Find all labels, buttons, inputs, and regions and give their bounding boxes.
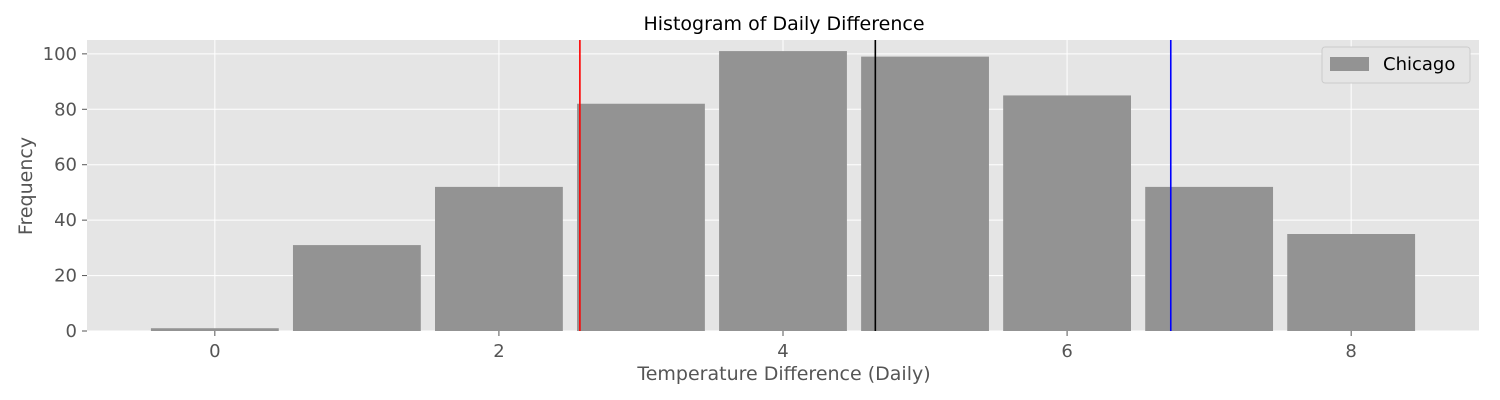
y-axis-ticks: 0 20 40 60 80 100 [43, 44, 87, 342]
x-tick-label: 8 [1345, 341, 1356, 362]
legend-box [1321, 46, 1471, 84]
bar [861, 56, 989, 331]
x-axis-ticks: 0 2 4 6 8 [209, 331, 1357, 362]
bar [1145, 186, 1274, 331]
y-tick-label: 80 [54, 99, 77, 120]
bar [292, 245, 421, 331]
y-tick-label: 100 [43, 44, 77, 65]
legend-label-chicago: Chicago [1383, 54, 1455, 75]
bar [435, 186, 563, 331]
bar [1287, 234, 1416, 331]
y-tick-label: 40 [54, 210, 77, 231]
x-axis-label: Temperature Difference (Daily) [636, 363, 930, 385]
chart-title: Histogram of Daily Difference [643, 13, 924, 35]
bar [1003, 95, 1131, 331]
bars [150, 51, 1416, 331]
x-tick-label: 0 [209, 341, 220, 362]
y-axis-label: Frequency [15, 137, 37, 235]
bar [150, 328, 279, 331]
legend: Chicago [1321, 46, 1471, 84]
y-tick-label: 60 [54, 155, 77, 176]
reference-lines [579, 40, 1172, 331]
x-tick-label: 6 [1061, 341, 1072, 362]
bar [719, 51, 847, 331]
legend-swatch [1330, 57, 1369, 71]
y-tick-label: 20 [54, 266, 77, 287]
bar [577, 103, 705, 331]
x-tick-label: 2 [493, 341, 504, 362]
y-tick-label: 0 [66, 321, 77, 342]
x-tick-label: 4 [777, 341, 788, 362]
